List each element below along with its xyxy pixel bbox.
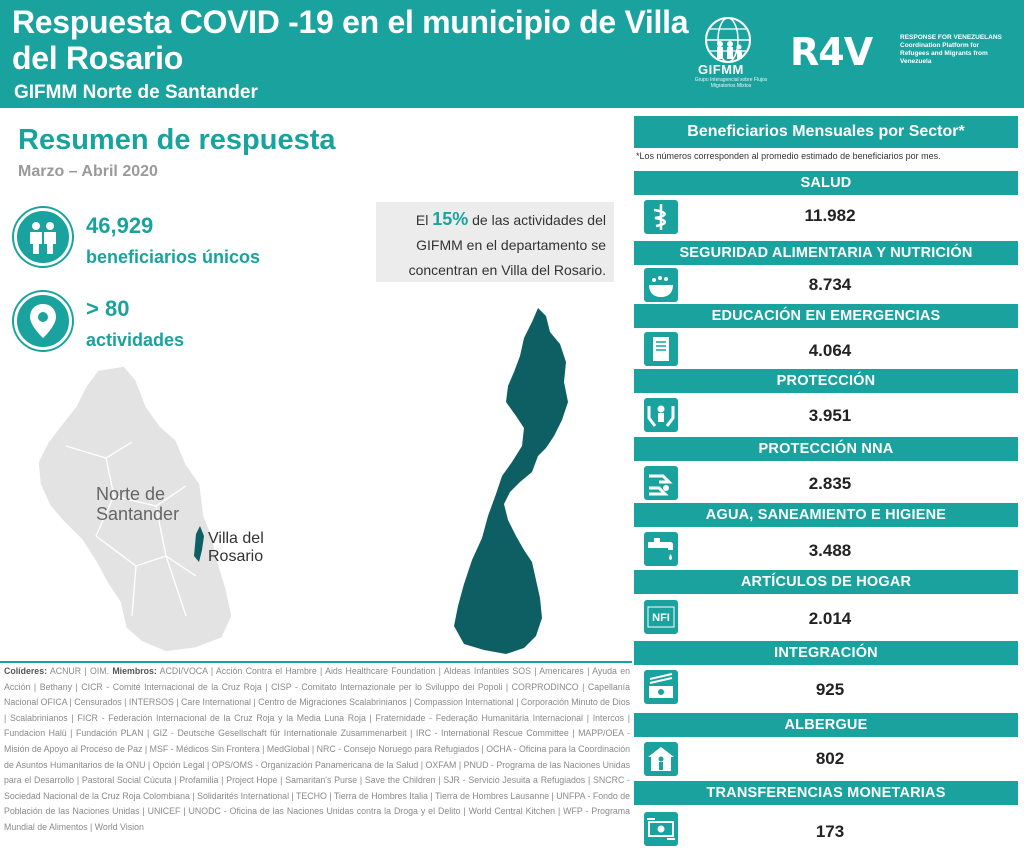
sector-bar-food-security: SEGURIDAD ALIMENTARIA Y NUTRICIÓN [634, 241, 1018, 265]
sector-value-wash: 3.488 [808, 541, 852, 560]
callout-text: de las actividades del GIFMM en el depar… [408, 212, 606, 278]
health-icon [644, 200, 678, 234]
shelter-icon [644, 742, 678, 776]
child-protection-icon [644, 466, 678, 500]
sector-value-household-items: 2.014 [808, 609, 852, 628]
sector-value-protection: 3.951 [808, 406, 852, 425]
villa-del-rosario-marker [194, 526, 204, 562]
sector-bar-protection: PROTECCIÓN [634, 369, 1018, 393]
members-label: Miembros: [112, 666, 157, 676]
header-banner: Respuesta COVID -19 en el municipio de V… [0, 0, 1024, 108]
page-title: Respuesta COVID -19 en el municipio de V… [12, 4, 689, 76]
sector-value-salud: 11.982 [804, 206, 856, 225]
callout-percent: 15% [432, 209, 469, 229]
integration-icon [644, 670, 678, 704]
education-icon [644, 332, 678, 366]
location-pin-icon [14, 292, 72, 350]
beneficiaries-icon [14, 208, 72, 266]
protection-icon [644, 398, 678, 432]
sector-value-cash-transfers: 173 [815, 822, 845, 841]
sector-bar-shelter: ALBERGUE [634, 713, 1018, 737]
sector-value-integration: 925 [815, 680, 845, 699]
sector-value-education: 4.064 [808, 341, 852, 360]
water-tap-icon [644, 532, 678, 566]
partners-list: Colíderes: ACNUR | OIM. Miembros: ACDI/V… [4, 664, 630, 836]
sector-bar-household-items: ARTÍCULOS DE HOGAR [634, 570, 1018, 594]
activities-label: actividades [86, 330, 185, 350]
municipality-map [454, 308, 568, 654]
gifmm-logo-caption: Grupo Interagencial sobre Flujos Migrato… [694, 77, 768, 89]
sector-panel-note: *Los números corresponden al promedio es… [636, 151, 941, 161]
sector-value-child-protection: 2.835 [808, 474, 852, 493]
sector-value-shelter: 802 [815, 749, 845, 768]
callout-prefix: El [415, 212, 429, 228]
summary-title: Resumen de respuesta [18, 124, 336, 156]
food-icon [644, 268, 678, 302]
nfi-icon-text: NFI [652, 612, 670, 624]
municipality-label: Villa del Rosario [208, 530, 264, 565]
department-label: Norte de Santander [96, 484, 180, 524]
sector-bar-education: EDUCACIÓN EN EMERGENCIAS [634, 304, 1018, 328]
sector-bar-integration: INTEGRACIÓN [634, 641, 1018, 665]
gifmm-logo-text: GIFMM [698, 62, 744, 77]
cash-transfer-icon [644, 812, 678, 846]
leads-text: ACNUR | OIM. [49, 666, 110, 676]
sector-value-food-security: 8.734 [808, 275, 852, 294]
sector-bar-child-protection: PROTECCIÓN NNA [634, 437, 1018, 461]
gifmm-globe-icon [705, 17, 751, 63]
section-divider [0, 661, 632, 663]
department-map [37, 366, 233, 653]
members-text: ACDI/VOCA | Acción Contra el Hambre | Ai… [4, 666, 631, 832]
sector-panel-title: Beneficiarios Mensuales por Sector* [634, 116, 1018, 148]
beneficiaries-value: 46,929 [86, 213, 154, 238]
sector-bar-salud: SALUD [634, 171, 1018, 195]
sector-bar-cash-transfers: TRANSFERENCIAS MONETARIAS [634, 781, 1018, 805]
leads-label: Colíderes: [4, 666, 48, 676]
beneficiaries-label: beneficiarios únicos [86, 247, 261, 267]
sector-bar-wash: AGUA, SANEAMIENTO E HIGIENE [634, 503, 1018, 527]
report-period: Marzo – Abril 2020 [18, 163, 158, 180]
activities-value: > 80 [86, 296, 130, 321]
nfi-icon: NFI [644, 600, 678, 634]
page-subtitle: GIFMM Norte de Santander [14, 82, 258, 103]
activity-share-callout: El 15% de las actividades del GIFMM en e… [376, 202, 614, 282]
r4v-logo: R4V [790, 30, 873, 74]
r4v-logo-caption: RESPONSE FOR VENEZUELANS Coordination Pl… [900, 34, 1002, 65]
